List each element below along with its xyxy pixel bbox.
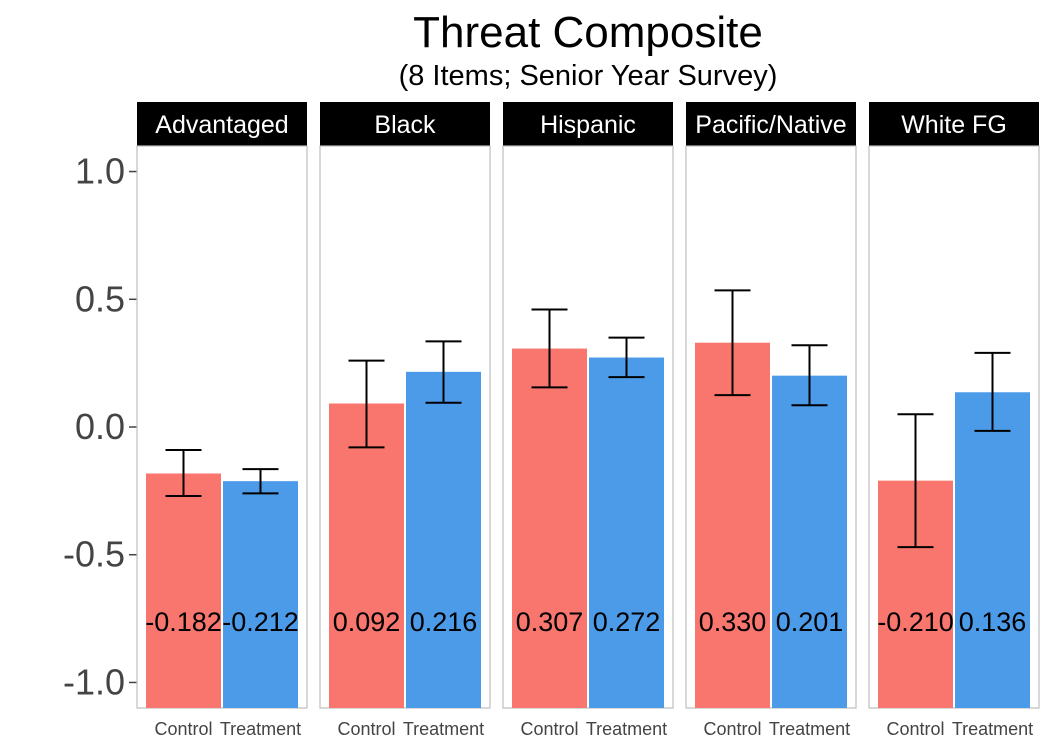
- data-label: 0.136: [959, 607, 1027, 637]
- bar-control: [512, 348, 587, 708]
- panel-border: [136, 145, 308, 709]
- facet-strip: [686, 102, 856, 146]
- data-label: 0.330: [699, 607, 767, 637]
- x-tick-label: Treatment: [403, 719, 484, 739]
- y-tick-label: 1.0: [75, 151, 125, 192]
- bar-control: [329, 403, 404, 708]
- facet-panel: White FG -0.210 Control 0.136 Treatment: [868, 102, 1040, 739]
- data-label: -0.212: [222, 607, 299, 637]
- chart-subtitle: (8 Items; Senior Year Survey): [399, 60, 778, 92]
- facet-panel: Black 0.092 Control 0.216 Treatment: [319, 102, 491, 739]
- y-tick-label: -1.0: [63, 661, 125, 702]
- x-tick-label: Control: [520, 719, 578, 739]
- data-label: 0.092: [333, 607, 401, 637]
- facet-strip-label: White FG: [901, 111, 1007, 139]
- panel-border: [502, 145, 674, 709]
- facet-panels: Advantaged-0.182Control-0.212TreatmentBl…: [136, 102, 1040, 739]
- x-tick-label: Treatment: [220, 719, 301, 739]
- data-label: 0.272: [593, 607, 661, 637]
- bar-treatment: [406, 371, 481, 708]
- bar-control: [695, 342, 770, 708]
- y-tick-label: 0.0: [75, 406, 125, 447]
- y-tick-label: -0.5: [63, 534, 125, 575]
- chart-title: Threat Composite: [413, 8, 763, 57]
- panel-border: [685, 145, 857, 709]
- data-label: -0.210: [877, 607, 954, 637]
- facet-strip: [320, 102, 490, 146]
- x-tick-label: Treatment: [769, 719, 850, 739]
- facet-strip-label: Advantaged: [155, 111, 288, 139]
- panel-border: [319, 145, 491, 709]
- facet-strip: [137, 102, 307, 146]
- facet-strip: [503, 102, 673, 146]
- facet-panel: Advantaged -0.182 Control -0.212 Treatment: [136, 102, 308, 739]
- data-label: 0.216: [410, 607, 478, 637]
- facet-strip-label: Pacific/Native: [695, 111, 846, 139]
- facet-strip-label: Hispanic: [540, 111, 636, 139]
- x-tick-label: Treatment: [952, 719, 1033, 739]
- x-tick-label: Control: [154, 719, 212, 739]
- data-label: -0.182: [145, 607, 222, 637]
- facet-strip: [869, 102, 1039, 146]
- data-label: 0.307: [516, 607, 584, 637]
- y-axis: 1.0 0.5 0.0 -0.5 -1.0: [63, 151, 137, 702]
- bar-treatment: [223, 481, 298, 708]
- data-label: 0.201: [776, 607, 844, 637]
- bar-treatment: [589, 357, 664, 708]
- bar-treatment: [772, 375, 847, 708]
- x-tick-label: Control: [703, 719, 761, 739]
- facet-strip-label: Black: [374, 111, 436, 139]
- y-tick-label: 0.5: [75, 278, 125, 319]
- x-tick-label: Control: [886, 719, 944, 739]
- x-tick-label: Control: [337, 719, 395, 739]
- panel-border: [868, 145, 1040, 709]
- facet-panel: Pacific/Native 0.330 Control 0.201 Treatment: [685, 102, 857, 739]
- facet-panel: Hispanic 0.307 Control 0.272 Treatment: [502, 102, 674, 739]
- bar-control: [146, 473, 221, 708]
- bar-treatment: [955, 392, 1030, 708]
- x-tick-label: Treatment: [586, 719, 667, 739]
